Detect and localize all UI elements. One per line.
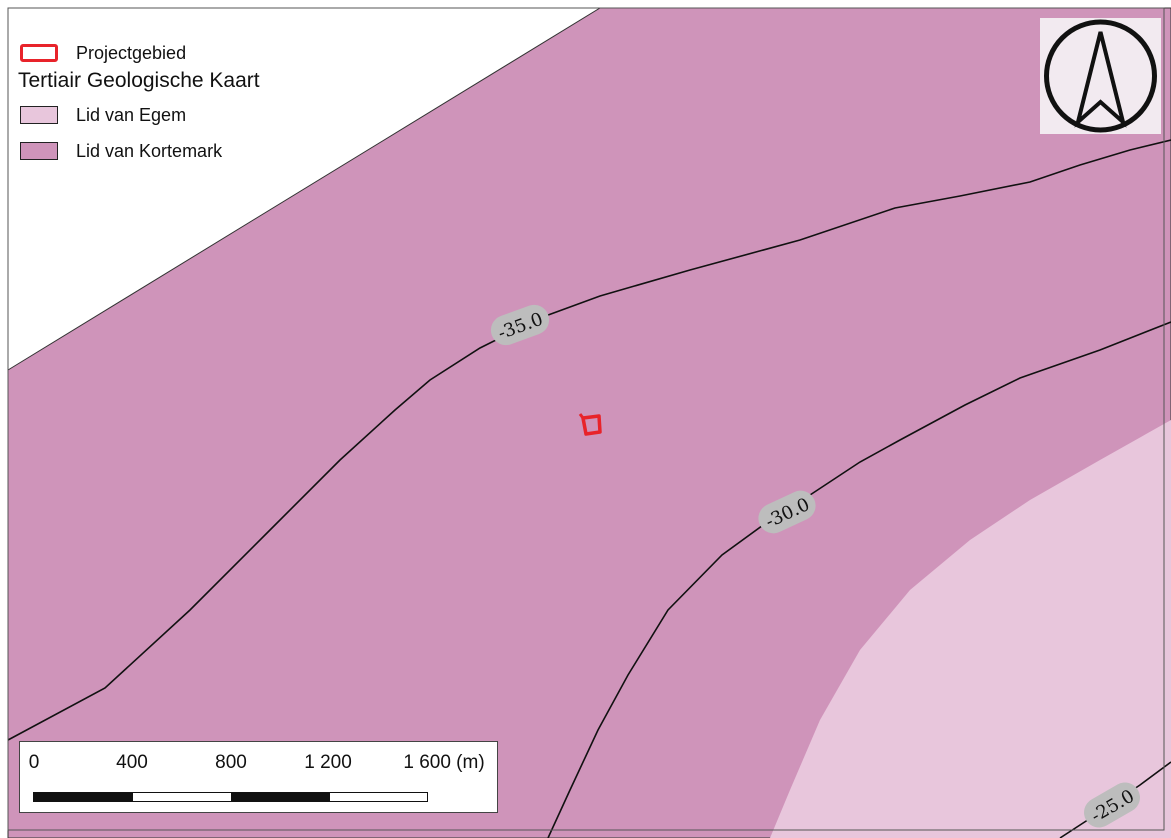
legend-title: Tertiair Geologische Kaart xyxy=(18,69,260,92)
legend-swatch-kortemark xyxy=(20,142,58,160)
north-arrow-panel xyxy=(1040,18,1161,134)
scale-tick-label: 1 200 xyxy=(304,752,352,773)
contour-line-minus-35 xyxy=(7,139,1171,741)
scale-tick-label: 1 600 (m) xyxy=(403,752,485,773)
scale-tick-label: 0 xyxy=(28,752,40,773)
scale-tick-label: 800 xyxy=(215,752,247,773)
legend-label: Lid van Kortemark xyxy=(76,140,223,161)
legend-label: Lid van Egem xyxy=(76,104,187,125)
contour-label-minus-35: -35.0 xyxy=(490,304,550,346)
project-area-outline[interactable] xyxy=(581,414,602,436)
legend-item-egem: Lid van Egem xyxy=(18,100,260,130)
scale-tick-label: 400 xyxy=(116,752,148,773)
map-frame xyxy=(7,7,1165,831)
map-legend: Projectgebied Tertiair Geologische Kaart… xyxy=(18,38,260,166)
legend-label: Projectgebied xyxy=(76,42,187,63)
legend-item-kortemark: Lid van Kortemark xyxy=(18,136,260,166)
legend-swatch-project-area xyxy=(20,44,58,62)
formation-egem[interactable] xyxy=(770,420,1171,838)
legend-swatch-egem xyxy=(20,106,58,124)
scale-segment xyxy=(33,792,133,802)
project-area-tail xyxy=(578,413,585,419)
legend-heading: Tertiair Geologische Kaart xyxy=(18,68,260,94)
scale-segment xyxy=(231,792,330,802)
scale-segment xyxy=(329,792,428,802)
scale-bar: 0 400 800 1 200 1 600 (m) xyxy=(19,741,498,813)
legend-item-project-area: Projectgebied xyxy=(18,38,260,68)
scale-segment xyxy=(132,792,232,802)
north-arrow-icon xyxy=(1044,19,1157,133)
